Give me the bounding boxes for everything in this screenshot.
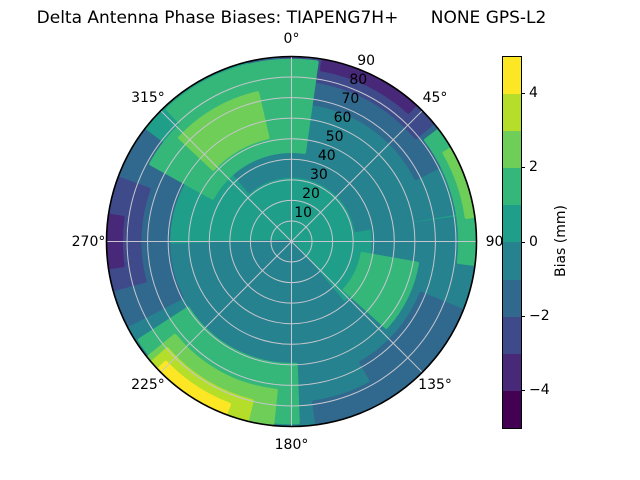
colorbar-segment--2-to--1 xyxy=(503,280,521,317)
azimuth-tick-label-315: 315° xyxy=(131,91,165,105)
colorbar-segment--3-to--2 xyxy=(503,317,521,354)
radial-tick-label-30: 30 xyxy=(310,168,328,182)
colorbar-tickmark xyxy=(521,93,525,94)
radial-tick-label-50: 50 xyxy=(326,130,344,144)
figure: Delta Antenna Phase Biases: TIAPENG7H+ N… xyxy=(0,0,640,480)
polar-grid xyxy=(107,57,477,427)
azimuth-tick-label-45: 45° xyxy=(423,91,448,105)
radial-tick-label-70: 70 xyxy=(341,92,359,106)
radial-tick-label-60: 60 xyxy=(334,111,352,125)
azimuth-tick-label-270: 270° xyxy=(72,235,106,249)
radial-tick-label-90: 90 xyxy=(357,54,375,68)
azimuth-tick-label-135: 135° xyxy=(418,378,452,392)
radial-tick-label-80: 80 xyxy=(349,73,367,87)
colorbar-segment-2-to-3 xyxy=(503,131,521,168)
radial-tick-label-10: 10 xyxy=(294,206,312,220)
colorbar-tick-label: −2 xyxy=(529,309,550,323)
colorbar-tickmark xyxy=(521,242,525,243)
colorbar-tickmark xyxy=(521,167,525,168)
radial-tick-label-40: 40 xyxy=(318,149,336,163)
azimuth-tick-label-180: 180° xyxy=(275,438,309,452)
colorbar-tickmark xyxy=(521,316,525,317)
azimuth-tick-label-225: 225° xyxy=(131,378,165,392)
colorbar-segment-1-to-2 xyxy=(503,168,521,205)
azimuth-tick-label-90: 90 xyxy=(486,235,504,249)
colorbar-tickmark xyxy=(521,390,525,391)
colorbar-segment-3-to-4 xyxy=(503,94,521,131)
colorbar-tick-label: 4 xyxy=(529,86,538,100)
colorbar-segment--5-to--4 xyxy=(503,391,521,428)
colorbar-segment-0-to-1 xyxy=(503,205,521,242)
colorbar-axis-label: Bias (mm) xyxy=(553,205,569,277)
colorbar-tick-label: 2 xyxy=(529,160,538,174)
radial-tick-label-20: 20 xyxy=(302,187,320,201)
colorbar-tick-label: −4 xyxy=(529,383,550,397)
colorbar-segment--4-to--3 xyxy=(503,354,521,391)
colorbar-segment-4-to-5 xyxy=(503,57,521,94)
azimuth-tick-label-0: 0° xyxy=(284,32,300,46)
colorbar xyxy=(502,56,522,429)
colorbar-tick-label: 0 xyxy=(529,235,538,249)
colorbar-segment--1-to-0 xyxy=(503,242,521,279)
